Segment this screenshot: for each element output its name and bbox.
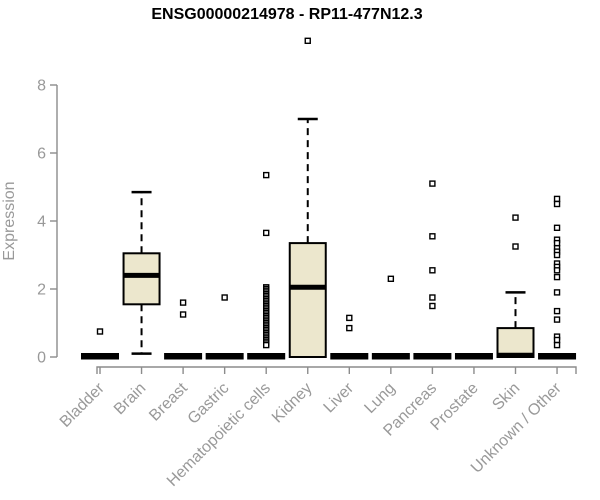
box-Skin [496, 327, 535, 359]
outlier-point [429, 294, 436, 301]
x-axis-line [96, 366, 577, 374]
outlier-point [304, 37, 311, 44]
x-axis-tick-label: Skin [489, 380, 523, 414]
outlier-point [553, 289, 561, 296]
outlier-point [179, 311, 187, 318]
outlier-point [553, 200, 561, 208]
outlier-point [387, 275, 395, 282]
outlier-point [346, 314, 353, 322]
y-axis-tick-label: 6 [37, 146, 46, 163]
outlier-point [429, 233, 436, 240]
outlier-point [221, 294, 228, 301]
x-axis-tick-label: Lung [361, 380, 398, 417]
y-axis-tick-label: 4 [37, 214, 46, 231]
flat-box-Prostate [454, 353, 493, 360]
chart-title: ENSG00000214978 - RP11-477N12.3 [151, 6, 423, 23]
outlier-point [553, 273, 561, 281]
outlier-point [553, 336, 561, 344]
box-Brain [122, 252, 161, 306]
flat-box-Lung [371, 353, 410, 360]
outlier-point [263, 229, 270, 237]
box-Kidney [288, 242, 327, 359]
outlier-point [553, 267, 561, 274]
x-axis-tick-label: Brain [111, 380, 149, 418]
flat-box-Breast [164, 353, 203, 360]
outlier-point [263, 171, 270, 179]
flat-box-Pancreas [413, 353, 452, 360]
flat-box-Liver [330, 353, 369, 360]
outlier-point [553, 316, 561, 323]
x-axis-tick-label: Liver [321, 379, 358, 416]
outlier-point [512, 214, 519, 221]
flat-box-Hematopoietic cells [247, 353, 286, 360]
x-axis-tick-label: Bladder [57, 379, 108, 430]
y-axis-tick-label: 8 [37, 78, 46, 95]
outlier-point [553, 307, 561, 315]
x-axis-tick-label: Kidney [269, 380, 316, 427]
outlier-point [553, 195, 561, 203]
y-axis-tick-label: 2 [37, 282, 46, 299]
outlier-point [512, 243, 519, 250]
outlier-point [429, 302, 436, 310]
outlier-point [553, 239, 561, 247]
flat-box-Gastric [205, 353, 244, 360]
outlier-point [553, 224, 561, 232]
y-axis-tick-label: 0 [37, 350, 46, 367]
flat-box-Bladder [81, 353, 119, 360]
outlier-point [553, 251, 561, 259]
flat-box-Unknown / Other [538, 353, 577, 360]
outlier-point [346, 324, 353, 332]
outlier-point [429, 267, 436, 274]
outlier-point [179, 299, 187, 306]
outlier-point [553, 341, 561, 349]
outlier-point [429, 180, 436, 187]
x-axis-tick-label: Breast [146, 379, 191, 424]
outlier-point [263, 341, 270, 349]
outlier-point [96, 328, 104, 335]
